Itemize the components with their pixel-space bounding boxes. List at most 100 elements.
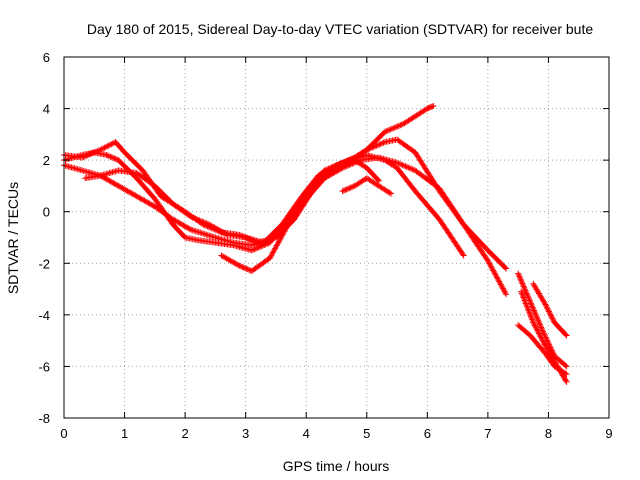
data-point — [548, 312, 555, 319]
data-point — [326, 172, 333, 179]
data-point — [340, 187, 347, 194]
data-point — [172, 217, 179, 224]
data-point — [142, 198, 149, 205]
data-point — [338, 165, 345, 172]
data-point — [550, 316, 557, 323]
data-point — [205, 223, 212, 230]
data-point — [105, 142, 112, 149]
data-point — [212, 226, 219, 233]
data-point — [145, 199, 152, 206]
data-point — [533, 325, 540, 332]
data-point — [352, 159, 359, 166]
data-point — [396, 160, 403, 167]
data-point — [106, 141, 113, 148]
x-tick-label: 8 — [545, 426, 552, 441]
data-point — [535, 318, 542, 325]
data-point — [230, 259, 237, 266]
data-point — [108, 141, 115, 148]
data-point — [529, 304, 536, 311]
data-point — [406, 165, 413, 172]
x-axis-label: GPS time / hours — [283, 458, 390, 474]
data-point — [522, 300, 529, 307]
data-point — [98, 146, 105, 153]
data-point — [219, 253, 226, 260]
data-point — [333, 168, 340, 175]
data-point — [517, 276, 524, 283]
data-point — [255, 244, 262, 251]
data-point — [343, 163, 350, 170]
data-point — [319, 170, 326, 177]
y-tick-label: 6 — [43, 50, 50, 65]
data-point — [562, 362, 569, 369]
data-point — [366, 145, 373, 152]
data-point — [543, 302, 550, 309]
data-point — [247, 236, 254, 243]
data-point — [515, 272, 522, 279]
data-point — [257, 243, 264, 250]
data-point — [222, 254, 229, 261]
data-point — [342, 186, 349, 193]
data-point — [350, 183, 357, 190]
data-point — [535, 317, 542, 324]
data-point — [102, 175, 109, 182]
data-point — [386, 126, 393, 133]
data-point — [536, 320, 543, 327]
data-point — [251, 246, 258, 253]
data-point — [146, 200, 153, 207]
data-point — [141, 197, 148, 204]
data-point — [523, 301, 530, 308]
data-point — [224, 256, 231, 263]
data-point — [330, 170, 337, 177]
data-point — [129, 191, 136, 198]
data-point — [102, 144, 109, 151]
data-point — [185, 225, 192, 232]
data-point — [548, 314, 555, 321]
data-point — [140, 196, 147, 203]
data-point — [545, 308, 552, 315]
data-point — [381, 128, 388, 135]
data-point — [173, 218, 180, 225]
data-point — [100, 145, 107, 152]
data-point — [244, 235, 251, 242]
data-point — [244, 266, 251, 273]
data-point — [397, 122, 404, 129]
data-point — [563, 378, 570, 385]
y-tick-label: 4 — [43, 102, 50, 117]
data-point — [79, 154, 86, 161]
data-point — [179, 221, 186, 228]
data-point — [401, 162, 408, 169]
data-point — [120, 185, 127, 192]
y-tick-label: -6 — [38, 359, 50, 374]
data-point — [243, 265, 250, 272]
data-point — [347, 184, 354, 191]
data-point — [533, 326, 540, 333]
data-point — [540, 340, 547, 347]
data-point — [533, 313, 540, 320]
data-point — [374, 142, 381, 149]
data-point — [214, 227, 221, 234]
series-track-i — [515, 322, 570, 378]
data-point — [215, 228, 222, 235]
y-tick-label: -8 — [38, 411, 50, 426]
data-point — [398, 161, 405, 168]
data-point — [123, 187, 130, 194]
data-point — [516, 273, 523, 280]
data-point — [518, 279, 525, 286]
data-point — [94, 148, 101, 155]
data-point — [388, 190, 394, 197]
data-point — [207, 224, 214, 231]
data-point — [384, 127, 391, 134]
data-point — [316, 171, 323, 178]
data-point — [527, 300, 534, 307]
data-point — [515, 270, 522, 277]
data-point — [538, 324, 545, 331]
data-point — [83, 152, 90, 159]
data-point — [258, 243, 265, 250]
x-tick-label: 1 — [121, 426, 128, 441]
data-point — [373, 142, 380, 149]
data-point — [111, 180, 118, 187]
data-point — [95, 147, 102, 154]
data-point — [144, 199, 151, 206]
data-point — [562, 331, 569, 338]
